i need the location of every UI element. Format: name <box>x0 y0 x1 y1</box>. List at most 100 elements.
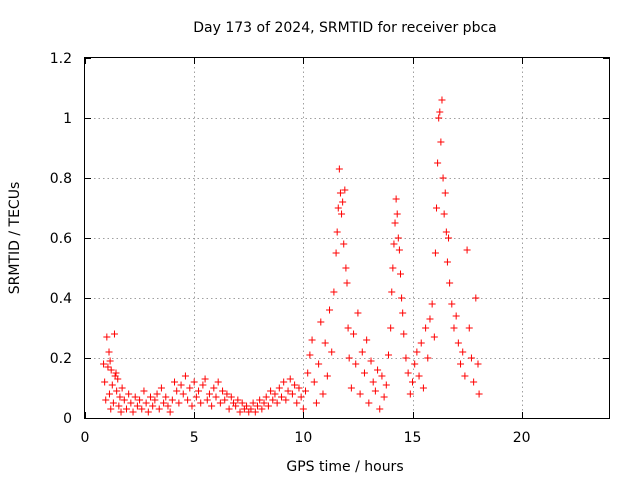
data-point <box>299 405 307 413</box>
data-point <box>184 396 192 404</box>
data-point <box>326 306 334 314</box>
data-point <box>293 399 301 407</box>
data-point <box>138 405 146 413</box>
data-point <box>387 324 395 332</box>
data-point <box>312 399 320 407</box>
data-point <box>238 399 246 407</box>
data-point <box>448 300 456 308</box>
data-point <box>105 390 113 398</box>
data-point <box>140 387 148 395</box>
y-tick-label: 0.2 <box>50 351 72 367</box>
data-point <box>424 354 432 362</box>
data-point <box>336 189 344 197</box>
data-point <box>426 315 434 323</box>
data-point <box>452 312 460 320</box>
data-point <box>350 330 358 338</box>
data-point <box>438 96 446 104</box>
data-point <box>164 402 172 410</box>
data-point <box>162 393 170 401</box>
data-point <box>446 279 454 287</box>
data-point <box>107 405 115 413</box>
data-point <box>443 258 451 266</box>
data-point <box>295 384 303 392</box>
data-point <box>392 195 400 203</box>
data-point <box>347 384 355 392</box>
data-point <box>338 210 346 218</box>
plot-frame <box>84 57 610 419</box>
data-point <box>212 393 220 401</box>
data-point <box>288 390 296 398</box>
data-point <box>436 108 444 116</box>
data-point <box>260 399 268 407</box>
data-point <box>108 381 116 389</box>
data-point <box>371 387 379 395</box>
data-point <box>110 330 118 338</box>
data-point <box>431 249 439 257</box>
data-point <box>341 186 349 194</box>
data-point <box>463 246 471 254</box>
data-point <box>413 348 421 356</box>
data-point <box>166 408 174 416</box>
data-point <box>467 354 475 362</box>
data-point <box>402 354 410 362</box>
data-point <box>415 372 423 380</box>
data-point <box>315 360 323 368</box>
data-point <box>442 228 450 236</box>
data-point <box>122 405 130 413</box>
points-layer <box>100 96 483 416</box>
data-point <box>422 324 430 332</box>
data-point <box>308 336 316 344</box>
data-point <box>102 396 110 404</box>
data-point <box>323 372 331 380</box>
x-tick-label: 15 <box>404 430 422 446</box>
data-point <box>208 402 216 410</box>
data-point <box>225 405 233 413</box>
data-point <box>470 378 478 386</box>
data-point <box>104 363 112 371</box>
y-axis-label: SRMTID / TECUs <box>7 182 23 295</box>
data-point <box>465 324 473 332</box>
data-point <box>155 405 163 413</box>
data-point <box>391 219 399 227</box>
data-point <box>388 288 396 296</box>
data-point <box>115 402 123 410</box>
data-point <box>406 390 414 398</box>
data-point <box>433 204 441 212</box>
data-point <box>335 165 343 173</box>
data-point <box>107 366 115 374</box>
data-point <box>358 348 366 356</box>
x-tick-label: 0 <box>81 430 90 446</box>
data-point <box>344 324 352 332</box>
data-point <box>360 369 368 377</box>
data-point <box>116 393 124 401</box>
data-point <box>440 210 448 218</box>
data-point <box>343 279 351 287</box>
data-point <box>232 402 240 410</box>
data-point <box>173 387 181 395</box>
data-point <box>280 378 288 386</box>
data-point <box>160 399 168 407</box>
data-point <box>297 393 305 401</box>
data-point <box>147 393 154 401</box>
data-point <box>216 399 224 407</box>
data-point <box>118 384 126 392</box>
data-point <box>389 264 397 272</box>
data-point <box>284 387 292 395</box>
data-point <box>286 375 294 383</box>
data-point <box>395 246 403 254</box>
data-point <box>253 402 261 410</box>
data-point <box>243 402 251 410</box>
data-point <box>450 324 458 332</box>
data-point <box>262 393 270 401</box>
data-point <box>367 357 375 365</box>
data-point <box>177 381 185 389</box>
data-point <box>435 114 443 122</box>
grid-layer <box>85 58 609 418</box>
data-point <box>203 396 211 404</box>
data-point <box>419 384 427 392</box>
data-point <box>441 189 449 197</box>
data-point <box>112 369 120 377</box>
data-point <box>168 396 176 404</box>
data-point <box>151 396 159 404</box>
